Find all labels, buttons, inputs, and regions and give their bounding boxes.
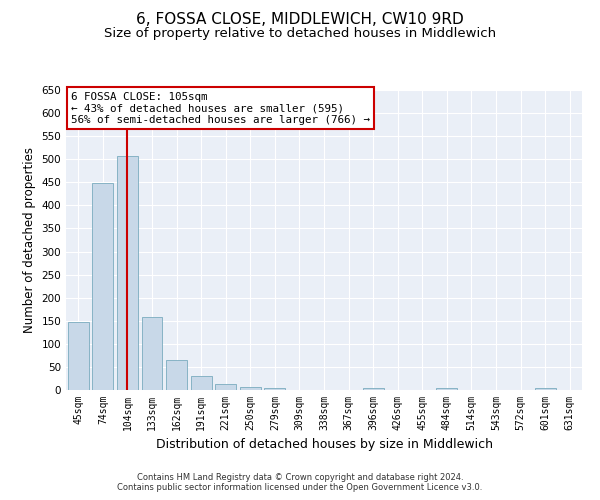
X-axis label: Distribution of detached houses by size in Middlewich: Distribution of detached houses by size … (155, 438, 493, 452)
Text: 6, FOSSA CLOSE, MIDDLEWICH, CW10 9RD: 6, FOSSA CLOSE, MIDDLEWICH, CW10 9RD (136, 12, 464, 28)
Bar (68, 322, 89, 390)
Bar (362, 388, 383, 390)
Bar (240, 387, 261, 390)
Bar (215, 384, 236, 390)
Bar (117, 156, 138, 390)
Text: Size of property relative to detached houses in Middlewich: Size of property relative to detached ho… (104, 28, 496, 40)
Y-axis label: Number of detached properties: Number of detached properties (23, 147, 36, 333)
Bar (166, 360, 187, 390)
Bar (265, 388, 286, 390)
Bar (535, 388, 556, 390)
Text: 6 FOSSA CLOSE: 105sqm
← 43% of detached houses are smaller (595)
56% of semi-det: 6 FOSSA CLOSE: 105sqm ← 43% of detached … (71, 92, 370, 124)
Bar (191, 376, 212, 390)
Bar (142, 317, 163, 390)
Bar (92, 183, 113, 390)
Text: Contains HM Land Registry data © Crown copyright and database right 2024.
Contai: Contains HM Land Registry data © Crown c… (118, 473, 482, 492)
Bar (436, 388, 457, 390)
